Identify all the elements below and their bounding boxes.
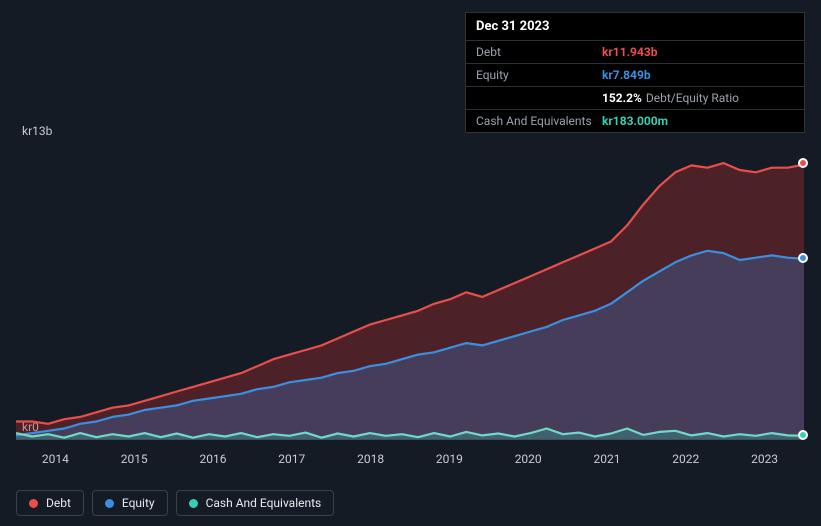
x-axis-label: 2017 [252, 452, 331, 466]
tooltip-date: Dec 31 2023 [466, 13, 804, 40]
tooltip-label: Equity [476, 68, 602, 82]
chart-legend: Debt Equity Cash And Equivalents [16, 490, 334, 516]
tooltip-label [476, 91, 602, 105]
tooltip-value: 152.2% [602, 91, 642, 105]
legend-item[interactable]: Cash And Equivalents [176, 490, 335, 516]
legend-label: Equity [122, 496, 155, 510]
legend-dot-icon [105, 499, 114, 508]
series-end-marker [798, 253, 808, 263]
tooltip-row: Debtkr11.943b [466, 40, 804, 63]
tooltip-row: Cash And Equivalentskr183.000m [466, 109, 804, 132]
tooltip-label: Cash And Equivalents [476, 114, 602, 128]
x-axis-label: 2015 [95, 452, 174, 466]
legend-label: Debt [46, 496, 71, 510]
legend-dot-icon [29, 499, 38, 508]
debt-equity-chart [16, 140, 804, 440]
x-axis-label: 2023 [725, 452, 804, 466]
series-end-marker [798, 158, 808, 168]
y-axis-label: kr13b [22, 124, 52, 138]
x-axis-label: 2021 [568, 452, 647, 466]
x-axis: 2014201520162017201820192020202120222023 [16, 452, 804, 466]
tooltip-value: kr7.849b [602, 68, 651, 82]
legend-item[interactable]: Equity [92, 490, 168, 516]
x-axis-label: 2022 [646, 452, 725, 466]
tooltip-row: Equitykr7.849b [466, 63, 804, 86]
x-axis-label: 2014 [16, 452, 95, 466]
tooltip-value: kr11.943b [602, 45, 657, 59]
chart-tooltip: Dec 31 2023 Debtkr11.943bEquitykr7.849b1… [465, 12, 805, 133]
legend-label: Cash And Equivalents [206, 496, 322, 510]
legend-dot-icon [189, 499, 198, 508]
x-axis-label: 2018 [331, 452, 410, 466]
tooltip-tail: Debt/Equity Ratio [646, 91, 739, 105]
tooltip-label: Debt [476, 45, 602, 59]
series-end-marker [798, 430, 808, 440]
legend-item[interactable]: Debt [16, 490, 84, 516]
x-axis-label: 2016 [174, 452, 253, 466]
tooltip-row: 152.2% Debt/Equity Ratio [466, 86, 804, 109]
x-axis-label: 2020 [489, 452, 568, 466]
x-axis-label: 2019 [410, 452, 489, 466]
tooltip-value: kr183.000m [602, 114, 668, 128]
